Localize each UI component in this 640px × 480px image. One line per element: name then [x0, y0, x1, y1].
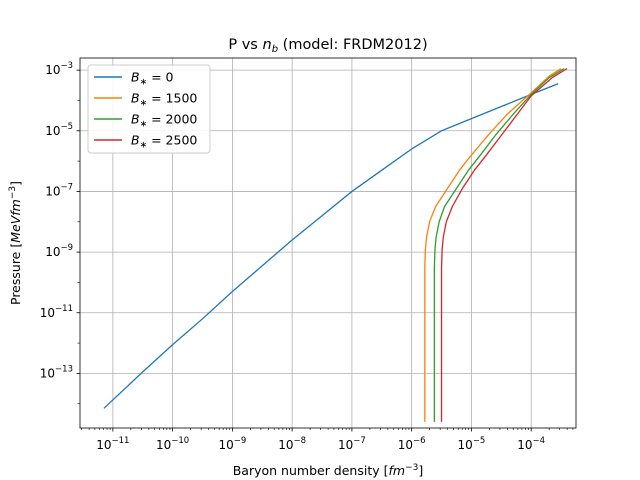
legend: B∗ = 0 B∗ = 1500 B∗ = 2000 B∗ = 2500: [87, 64, 211, 154]
axis-ticks: [76, 69, 574, 432]
series-line: [433, 68, 565, 422]
x-axis-label: Baryon number density [fm−3]: [233, 463, 424, 478]
series-line: [424, 68, 562, 422]
series-lines: [103, 68, 568, 422]
y-tick-label: 10−5: [45, 122, 73, 138]
y-tick-label: 10−3: [45, 61, 73, 77]
legend-entries: B∗ = 0 B∗ = 1500 B∗ = 2000 B∗ = 2500: [94, 70, 197, 151]
chart-title: P vs nb (model: FRDM2012): [228, 37, 427, 55]
legend-label: B∗ = 1500: [131, 91, 197, 109]
legend-label: B∗ = 2500: [131, 133, 197, 151]
legend-label: B∗ = 2000: [131, 112, 197, 130]
x-tick-label: 10−7: [338, 436, 366, 452]
x-tick-label: 10−5: [458, 436, 486, 452]
series-line: [440, 68, 568, 422]
x-tick-labels: 10−11 10−10 10−9 10−8 10−7 10−6 10−5 10−4: [96, 436, 545, 452]
y-tick-label: 10−7: [45, 182, 73, 198]
x-tick-label: 10−6: [398, 436, 426, 452]
y-tick-labels: 10−13 10−11 10−9 10−7 10−5 10−3: [40, 61, 73, 380]
x-tick-label: 10−8: [278, 436, 306, 452]
y-tick-label: 10−13: [40, 364, 73, 380]
x-tick-label: 10−11: [96, 436, 129, 452]
x-tick-label: 10−10: [156, 436, 189, 452]
y-tick-label: 10−11: [40, 304, 73, 320]
y-tick-label: 10−9: [45, 243, 73, 259]
series-line: [103, 83, 559, 409]
legend-label: B∗ = 0: [131, 70, 174, 88]
y-axis-label: Pressure [MeVfm−3]: [8, 181, 23, 305]
legend-box: [87, 64, 211, 154]
grid: [80, 58, 576, 428]
x-tick-label: 10−4: [517, 436, 545, 452]
x-tick-label: 10−9: [218, 436, 246, 452]
